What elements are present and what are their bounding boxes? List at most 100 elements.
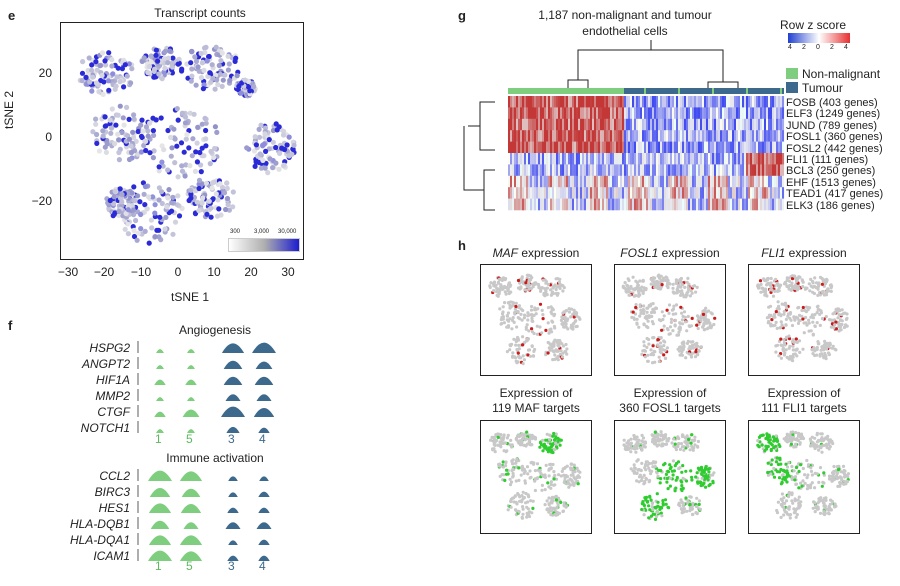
cell-point xyxy=(525,339,529,343)
cell-point xyxy=(809,277,813,281)
cell-point xyxy=(146,194,152,200)
heatmap-cell xyxy=(708,141,711,154)
cell-point xyxy=(495,293,499,297)
heatmap-cell xyxy=(620,175,623,188)
heatmap-cell xyxy=(772,96,775,108)
dendrogram-branch xyxy=(479,101,495,151)
cell-point xyxy=(499,445,503,449)
cell-point xyxy=(779,467,783,472)
heatmap-cell xyxy=(770,107,773,120)
heatmap-cell xyxy=(634,130,637,142)
heatmap-cell xyxy=(736,130,739,142)
cell-point xyxy=(656,435,660,440)
heatmap-cell xyxy=(760,175,763,188)
heatmap-cell xyxy=(514,198,517,211)
heatmap-cell xyxy=(710,130,713,142)
heatmap-cell xyxy=(676,153,679,165)
heatmap-cell xyxy=(600,96,603,108)
heatmap-cell xyxy=(720,141,723,154)
violin xyxy=(227,507,239,513)
heatmap-cell xyxy=(540,198,543,211)
heatmap-cell xyxy=(622,175,625,188)
cell-point xyxy=(109,63,115,69)
cell-point xyxy=(561,467,565,471)
cell-point xyxy=(671,459,675,463)
cell-point xyxy=(623,447,627,451)
heatmap-cell xyxy=(550,175,553,188)
heatmap-cell xyxy=(644,164,647,177)
cell-point xyxy=(796,306,800,310)
gene-label: HLA-DQB1 xyxy=(69,517,130,531)
cluster-bar-cell xyxy=(536,88,538,94)
heatmap-cell xyxy=(694,198,697,211)
cell-point xyxy=(187,110,193,116)
cell-point xyxy=(169,208,175,214)
cell-point xyxy=(214,129,220,135)
heatmap-cell xyxy=(700,153,703,165)
heatmap-cell xyxy=(554,118,557,131)
cluster-bar-cell xyxy=(762,88,764,94)
heatmap-cell xyxy=(618,141,621,154)
cell-point xyxy=(244,145,250,151)
cell-point xyxy=(273,121,279,127)
heatmap-cell xyxy=(546,141,549,154)
heatmap-cell xyxy=(552,141,555,154)
cell-point xyxy=(703,327,707,331)
cell-point xyxy=(785,335,789,339)
cell-point xyxy=(514,359,518,363)
violin xyxy=(187,429,195,433)
cell-point xyxy=(558,443,562,447)
heatmap-cell xyxy=(510,164,513,177)
tsne-maf-targets xyxy=(480,420,592,534)
cell-point xyxy=(639,308,643,312)
heatmap-cell xyxy=(660,175,663,188)
heatmap-cell xyxy=(576,164,579,177)
heatmap-cell xyxy=(702,187,705,199)
cell-point xyxy=(526,500,530,504)
cell-point xyxy=(196,181,202,187)
heatmap-cell xyxy=(766,153,769,165)
cell-point xyxy=(822,284,826,288)
cell-point xyxy=(547,485,551,489)
heatmap-cell xyxy=(570,96,573,108)
heatmap-cell xyxy=(770,141,773,154)
cell-point xyxy=(647,504,651,508)
heatmap-cell xyxy=(514,175,517,188)
cell-point xyxy=(94,140,100,146)
heatmap-cell xyxy=(756,141,759,154)
heatmap-cell xyxy=(582,107,585,120)
cell-point xyxy=(554,277,558,281)
cell-point xyxy=(564,342,568,347)
heatmap-cell xyxy=(514,187,517,199)
heatmap-cell xyxy=(564,187,567,199)
tsne-scatter xyxy=(489,430,582,520)
cell-point xyxy=(185,75,191,81)
cell-point xyxy=(517,304,521,308)
heatmap-cell xyxy=(680,130,683,142)
violin xyxy=(149,488,171,497)
heatmap-cell xyxy=(776,141,779,154)
heatmap-cell xyxy=(584,130,587,142)
heatmap-cell xyxy=(614,164,617,177)
heatmap-cell xyxy=(772,175,775,188)
cell-point xyxy=(635,471,639,475)
heatmap-cell xyxy=(654,198,657,211)
heatmap-cell xyxy=(754,153,757,165)
heatmap-cell xyxy=(528,187,531,199)
cell-point xyxy=(112,141,118,147)
cluster-bar-cell xyxy=(712,88,714,94)
cell-point xyxy=(656,474,660,478)
cell-point xyxy=(252,163,258,169)
cell-point xyxy=(671,307,676,311)
cluster-bar-cell xyxy=(638,88,640,94)
cell-point xyxy=(637,294,641,298)
cell-point xyxy=(655,510,660,515)
cell-point xyxy=(122,226,128,232)
heatmap-cell xyxy=(756,118,759,131)
heatmap-cell xyxy=(676,96,679,108)
heatmap-cell xyxy=(568,187,571,199)
heatmap-cell xyxy=(612,153,615,165)
cell-point xyxy=(689,469,693,473)
heatmap-cell xyxy=(574,198,577,211)
cluster-label: 3 xyxy=(228,432,235,446)
